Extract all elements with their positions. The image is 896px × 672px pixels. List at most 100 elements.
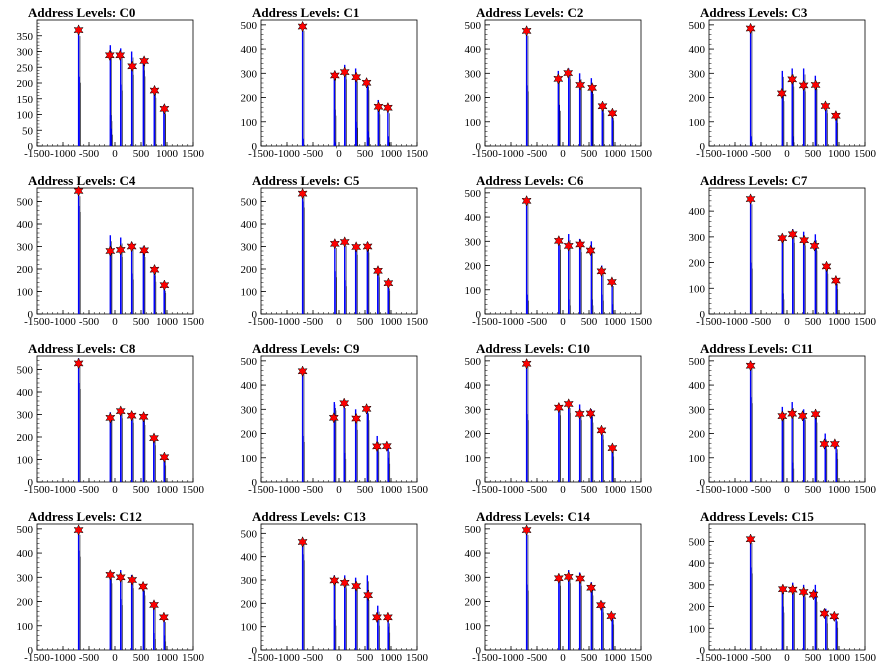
x-tick-label: 0 [560,148,566,160]
y-tick-label: 350 [17,31,34,43]
panel-title: Address Levels: C7 [700,173,808,188]
histogram-bar [590,241,593,314]
y-tick-label: 500 [17,197,34,209]
peak-marker [810,408,821,420]
histogram-bar [377,108,380,146]
plot-frame [260,187,418,315]
x-tick-label: 1000 [156,652,179,664]
x-tick-label: 0 [112,316,118,328]
peak-marker [73,185,84,197]
peak-marker [126,240,137,253]
histogram-bar [591,87,593,146]
x-tick-label: 1000 [604,148,627,160]
histogram-bar [387,107,389,146]
y-tick-label: 0 [476,645,482,657]
x-tick-label: 500 [805,484,822,496]
chart-plot: 0 100 200 300 400 500 -1500 -1000 -500 0 500 1000 15… [17,523,205,664]
histogram-bar [366,246,369,314]
plot-frame [260,19,418,147]
y-tick-label: 200 [689,258,706,270]
histogram-bar [120,251,122,314]
chart-panel: Address Levels: C3 0 100 200 300 400 500 -1500-… [672,0,896,168]
histogram-bar [792,587,794,650]
x-tick-label: -500 [751,484,772,496]
y-tick-label: 300 [17,572,34,584]
histogram-bar [131,416,133,482]
panel-title: Address Levels: C4 [28,173,136,188]
y-tick-label: 200 [241,429,258,441]
x-tick-label: 1000 [828,652,851,664]
x-tick-label: 1000 [604,316,627,328]
x-tick-label: 1500 [630,148,653,160]
y-tick-label: 300 [241,68,258,80]
y-tick-label: 300 [17,410,34,422]
histogram-bar [377,619,379,650]
histogram-bar [163,287,166,314]
x-tick-label: -500 [527,148,548,160]
x-tick-label: 500 [581,316,598,328]
peak-marker [787,583,798,596]
x-tick-label: -1500 [248,148,274,160]
x-tick-label: -500 [303,484,324,496]
histogram-bar [344,280,346,314]
chart-plot: 0 100 200 300 400 500 -1500 -1000 -500 0 500 1000 15… [241,355,429,496]
peak-marker [586,581,597,594]
histogram-bar [835,283,838,314]
peak-marker [297,536,308,548]
peak-marker [777,583,788,595]
peak-marker [521,357,532,370]
histogram-bar [343,452,346,482]
chart-panel: Address Levels: C10 0 100 200 300 400 500 -1500… [448,336,672,504]
histogram-bar [302,554,304,650]
chart-panel: Address Levels: C1 0 100 200 300 400 500 -1500-… [224,0,448,168]
peak-marker [149,84,160,97]
y-tick-label: 0 [252,141,258,153]
histogram-bar [109,246,112,314]
histogram-bar [526,85,528,146]
x-tick-label: -1500 [24,316,50,328]
y-tick-label: 100 [465,285,482,297]
histogram-bar [355,75,357,146]
chart-panel: Address Levels: C7 0 100 200 300 400 -1500 -100… [672,168,896,336]
histogram-bar [835,621,838,650]
peak-marker [745,22,756,35]
peak-marker [371,440,382,453]
histogram-bar [301,368,304,482]
peak-marker [351,71,362,83]
chart-plot: 0 100 200 300 400 500 -1500 -1000 -500 0 500 1000 15… [241,523,429,664]
histogram-bar [387,136,390,146]
plot-frame [36,523,194,651]
histogram-bar [611,450,614,482]
y-tick-label: 100 [241,622,258,634]
x-tick-label: -500 [527,484,548,496]
panel-title: Address Levels: C6 [476,173,584,188]
histogram-bar [803,239,805,314]
peak-marker [104,49,115,62]
plot-frame [484,523,642,651]
peak-marker [830,109,841,122]
chart-plot: 0 100 200 300 400 500 -1500 -1000 -500 0 500 1000 15… [241,187,429,328]
histogram-bar [163,459,166,482]
x-tick-label: 1000 [380,652,403,664]
histogram-bar [792,136,794,146]
histogram-bar [611,618,614,650]
y-tick-label: 100 [241,287,258,299]
x-tick-label: -1500 [472,652,498,664]
y-tick-label: 200 [465,93,482,105]
chart-plot: 0 100 200 300 400 500 -1500 -1000 -500 0 500 1000 15… [17,355,205,496]
peak-marker [809,240,820,252]
histogram-bar [568,577,570,650]
peak-marker [563,67,574,79]
peak-marker [361,76,372,89]
x-tick-label: 500 [581,652,598,664]
chart-panel: Address Levels: C4 0 100 200 300 400 500 -1500-… [0,168,224,336]
chart-panel: Address Levels: C5 0 100 200 300 400 500 -1500-… [224,168,448,336]
peak-marker [127,60,138,73]
peak-marker [115,49,126,62]
chart-panel: Address Levels: C12 0 100 200 300 400 500 -1500… [0,504,224,672]
x-tick-label: 1500 [854,316,877,328]
y-tick-label: 300 [689,580,706,592]
histogram-bar [142,70,145,146]
y-tick-label: 100 [465,117,482,129]
peak-marker [362,240,373,253]
